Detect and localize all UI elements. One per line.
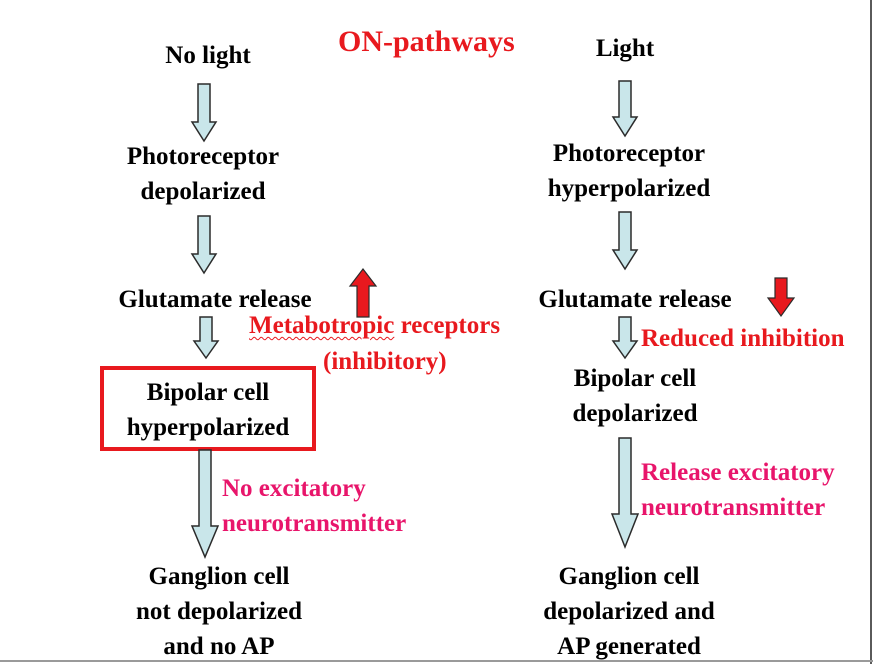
left-arrow-4 [190,449,220,559]
right-bipolar-label: Bipolar cell depolarized [572,365,698,427]
left-bipolar-label: Bipolar cell hyperpolarized [126,379,290,441]
right-arrow-3 [611,316,639,360]
right-photoreceptor-label: Photoreceptor hyperpolarized [547,140,711,202]
left-bipolar-note: No excitatory neurotransmitter [222,475,407,537]
left-header: No light [165,42,251,69]
receptor-note-underlined: Metabotropic [249,312,395,339]
right-glutamate-label: Glutamate release [538,286,732,313]
diagram-title: ON-pathways [338,25,515,58]
up-red-arrow-icon [348,268,378,318]
bipolar-highlight-box [100,366,316,451]
right-ganglion-label: Ganglion cell depolarized and AP generat… [543,563,715,660]
right-bipolar-note: Release excitatory neurotransmitter [641,459,835,521]
right-header: Light [595,35,655,62]
left-ganglion-label: Ganglion cell not depolarized and no AP [136,563,302,660]
reduced-inhibition-note: Reduced inhibition [641,325,845,352]
slide-bottom-border [0,660,873,662]
left-arrow-1 [190,83,218,143]
left-arrow-2 [190,215,218,275]
right-arrow-1 [611,80,639,138]
receptor-note-line1: Metabotropic receptors [249,312,501,339]
receptor-note-line2: (inhibitory) [323,348,447,375]
left-photoreceptor-label: Photoreceptor depolarized [126,143,280,205]
left-arrow-3 [192,316,220,360]
right-arrow-4 [610,437,640,550]
right-arrow-2 [611,211,639,271]
down-red-arrow-icon [766,277,796,318]
left-glutamate-label: Glutamate release [118,286,312,313]
slide-right-border [870,0,872,664]
